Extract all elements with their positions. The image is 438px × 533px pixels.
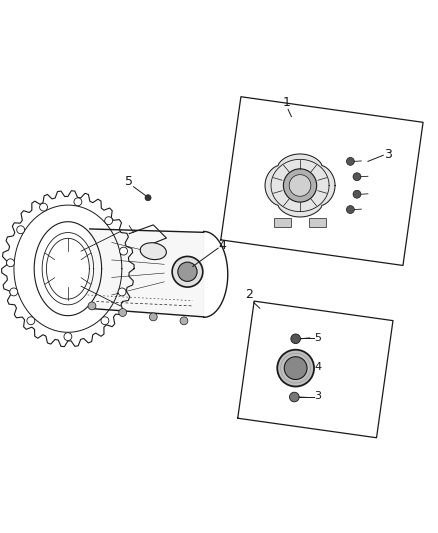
Circle shape: [353, 190, 361, 198]
Text: 3: 3: [314, 391, 321, 401]
Circle shape: [88, 302, 96, 310]
Circle shape: [120, 247, 127, 255]
Text: 5: 5: [125, 175, 133, 188]
FancyBboxPatch shape: [274, 219, 291, 227]
Circle shape: [7, 259, 14, 266]
Text: 3: 3: [385, 148, 392, 161]
Circle shape: [346, 157, 354, 165]
Circle shape: [105, 217, 113, 224]
Text: 4: 4: [219, 239, 226, 252]
Ellipse shape: [140, 243, 166, 260]
Circle shape: [277, 350, 314, 386]
Circle shape: [283, 169, 317, 202]
Polygon shape: [90, 229, 204, 317]
Circle shape: [119, 309, 127, 317]
Circle shape: [149, 313, 157, 321]
Circle shape: [145, 195, 151, 201]
Circle shape: [346, 206, 354, 214]
Circle shape: [27, 317, 35, 325]
Circle shape: [180, 317, 188, 325]
Text: 4: 4: [314, 362, 321, 372]
Polygon shape: [265, 154, 335, 217]
Circle shape: [284, 357, 307, 379]
Circle shape: [17, 226, 25, 233]
Circle shape: [74, 198, 82, 206]
Circle shape: [118, 288, 126, 296]
FancyBboxPatch shape: [309, 219, 326, 227]
Circle shape: [289, 175, 311, 196]
Circle shape: [178, 262, 197, 281]
Circle shape: [353, 173, 361, 181]
Circle shape: [101, 317, 109, 325]
Text: 2: 2: [245, 288, 253, 302]
Circle shape: [10, 288, 18, 296]
Circle shape: [64, 333, 72, 341]
Circle shape: [172, 256, 203, 287]
FancyBboxPatch shape: [182, 268, 193, 276]
Text: 5: 5: [314, 333, 321, 343]
Text: 1: 1: [283, 96, 291, 109]
Circle shape: [291, 334, 300, 344]
Circle shape: [290, 392, 299, 402]
Circle shape: [39, 203, 47, 211]
